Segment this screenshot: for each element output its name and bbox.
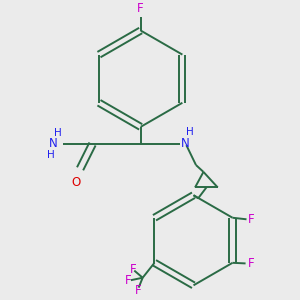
Text: H: H: [186, 127, 193, 137]
Text: F: F: [129, 262, 136, 275]
Text: H: H: [47, 149, 54, 160]
Text: N: N: [49, 137, 58, 150]
Text: H: H: [54, 128, 61, 138]
Text: F: F: [124, 274, 131, 287]
Text: F: F: [248, 213, 255, 226]
Text: F: F: [137, 2, 144, 15]
Text: N: N: [181, 137, 189, 150]
Text: F: F: [248, 257, 254, 270]
Text: O: O: [72, 176, 81, 189]
Text: F: F: [135, 284, 141, 297]
